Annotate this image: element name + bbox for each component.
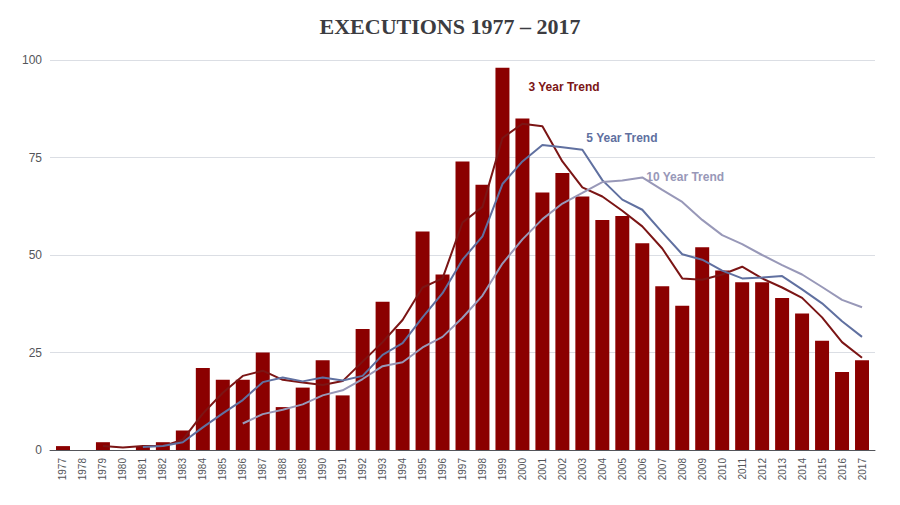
svg-text:2002: 2002: [557, 458, 568, 481]
svg-text:1982: 1982: [157, 458, 168, 481]
svg-text:75: 75: [29, 151, 43, 165]
svg-text:1990: 1990: [317, 458, 328, 481]
svg-text:50: 50: [29, 248, 43, 262]
svg-text:1980: 1980: [117, 458, 128, 481]
svg-text:2012: 2012: [757, 458, 768, 481]
svg-text:100: 100: [22, 53, 42, 67]
svg-text:2003: 2003: [577, 458, 588, 481]
svg-text:5 Year Trend: 5 Year Trend: [586, 131, 657, 145]
svg-text:2015: 2015: [817, 458, 828, 481]
svg-text:2013: 2013: [777, 458, 788, 481]
svg-text:2011: 2011: [737, 458, 748, 480]
svg-text:1998: 1998: [477, 458, 488, 481]
svg-text:1995: 1995: [417, 458, 428, 481]
svg-text:1979: 1979: [97, 458, 108, 481]
svg-text:2014: 2014: [797, 458, 808, 481]
svg-text:2004: 2004: [597, 458, 608, 481]
svg-text:2000: 2000: [517, 458, 528, 481]
svg-text:2009: 2009: [697, 458, 708, 481]
svg-text:1977: 1977: [57, 458, 68, 481]
svg-text:2005: 2005: [617, 458, 628, 481]
svg-text:1991: 1991: [337, 458, 348, 481]
svg-text:2001: 2001: [537, 458, 548, 481]
svg-text:2008: 2008: [677, 458, 688, 481]
svg-text:1993: 1993: [377, 458, 388, 481]
svg-text:25: 25: [29, 346, 43, 360]
svg-text:3 Year Trend: 3 Year Trend: [528, 80, 599, 94]
svg-text:1986: 1986: [237, 458, 248, 481]
svg-text:1978: 1978: [77, 458, 88, 481]
svg-text:1994: 1994: [397, 458, 408, 481]
svg-text:2007: 2007: [657, 458, 668, 481]
svg-text:1985: 1985: [217, 458, 228, 481]
svg-text:1983: 1983: [177, 458, 188, 481]
svg-text:10 Year Trend: 10 Year Trend: [646, 170, 724, 184]
svg-text:EXECUTIONS 1977 – 2017: EXECUTIONS 1977 – 2017: [320, 14, 581, 39]
svg-text:1989: 1989: [297, 458, 308, 481]
svg-text:1987: 1987: [257, 458, 268, 481]
svg-text:1981: 1981: [137, 458, 148, 481]
svg-text:1996: 1996: [437, 458, 448, 481]
svg-text:1988: 1988: [277, 458, 288, 481]
svg-text:2006: 2006: [637, 458, 648, 481]
svg-text:1992: 1992: [357, 458, 368, 481]
svg-text:2010: 2010: [717, 458, 728, 481]
svg-text:1997: 1997: [457, 458, 468, 481]
svg-text:2016: 2016: [837, 458, 848, 481]
svg-text:1999: 1999: [497, 458, 508, 481]
svg-text:2017: 2017: [857, 458, 868, 481]
svg-text:1984: 1984: [197, 458, 208, 481]
svg-text:0: 0: [35, 443, 42, 457]
